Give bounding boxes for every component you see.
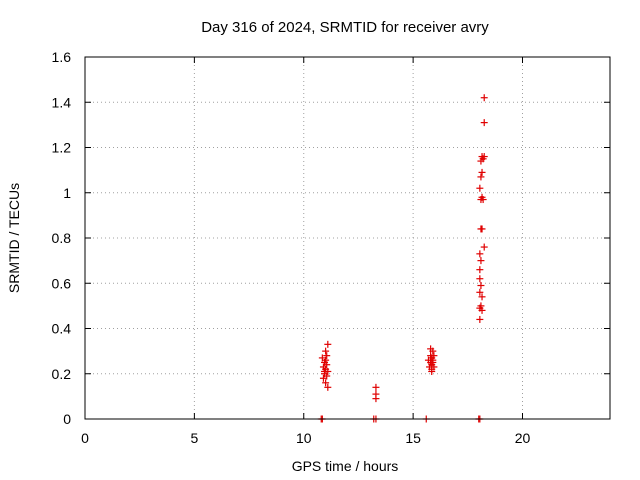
x-tick-label: 5 <box>190 430 198 446</box>
data-point <box>323 372 331 380</box>
data-point <box>477 173 485 181</box>
data-point <box>322 356 330 364</box>
y-tick-label: 0.6 <box>52 275 72 291</box>
data-point <box>479 196 487 204</box>
data-point <box>324 383 332 391</box>
data-point <box>480 94 488 102</box>
y-tick-label: 1.6 <box>52 49 72 65</box>
data-point <box>476 184 484 192</box>
data-point <box>476 315 484 323</box>
data-point <box>476 275 484 283</box>
y-tick-label: 1.2 <box>52 140 72 156</box>
data-point <box>322 379 330 387</box>
x-axis-label: GPS time / hours <box>292 458 399 474</box>
data-point <box>429 347 437 355</box>
x-tick-label: 10 <box>296 430 312 446</box>
y-tick-label: 1 <box>63 185 71 201</box>
y-tick-label: 1.4 <box>52 94 72 110</box>
data-point <box>324 340 332 348</box>
x-tick-label: 20 <box>515 430 531 446</box>
y-tick-label: 0.4 <box>52 321 72 337</box>
x-tick-labels: 0 5 10 15 20 <box>81 430 530 446</box>
data-point <box>323 361 331 369</box>
y-tick-label: 0.8 <box>52 230 72 246</box>
data-point <box>476 250 484 258</box>
data-point <box>477 302 485 310</box>
data-point <box>480 153 488 161</box>
data-point <box>480 119 488 127</box>
data-points <box>317 94 488 423</box>
data-point <box>477 282 485 290</box>
data-point <box>322 347 330 355</box>
data-point <box>429 358 437 366</box>
data-point <box>477 257 485 265</box>
grid <box>85 57 610 419</box>
data-point <box>430 363 438 371</box>
data-point <box>428 367 436 375</box>
data-point <box>372 395 380 403</box>
y-axis-label: SRMTID / TECUs <box>6 183 22 293</box>
data-point <box>478 306 486 314</box>
y-tick-label: 0.2 <box>52 366 72 382</box>
y-tick-labels: 0 0.2 0.4 0.6 0.8 1 1.2 1.4 1.6 <box>52 49 72 427</box>
data-point <box>323 352 331 360</box>
data-point <box>480 243 488 251</box>
data-point <box>372 383 380 391</box>
data-point <box>478 168 486 176</box>
plot-frame <box>84 56 611 420</box>
x-tick-label: 0 <box>81 430 89 446</box>
data-point <box>430 352 438 360</box>
axis-ticks <box>84 56 610 420</box>
data-point <box>478 225 486 233</box>
data-point <box>478 293 486 301</box>
data-point <box>476 288 484 296</box>
x-tick-label: 15 <box>405 430 421 446</box>
chart-title: Day 316 of 2024, SRMTID for receiver avr… <box>201 19 489 36</box>
y-tick-label: 0 <box>63 411 71 427</box>
data-point <box>476 266 484 274</box>
data-point <box>321 367 329 375</box>
